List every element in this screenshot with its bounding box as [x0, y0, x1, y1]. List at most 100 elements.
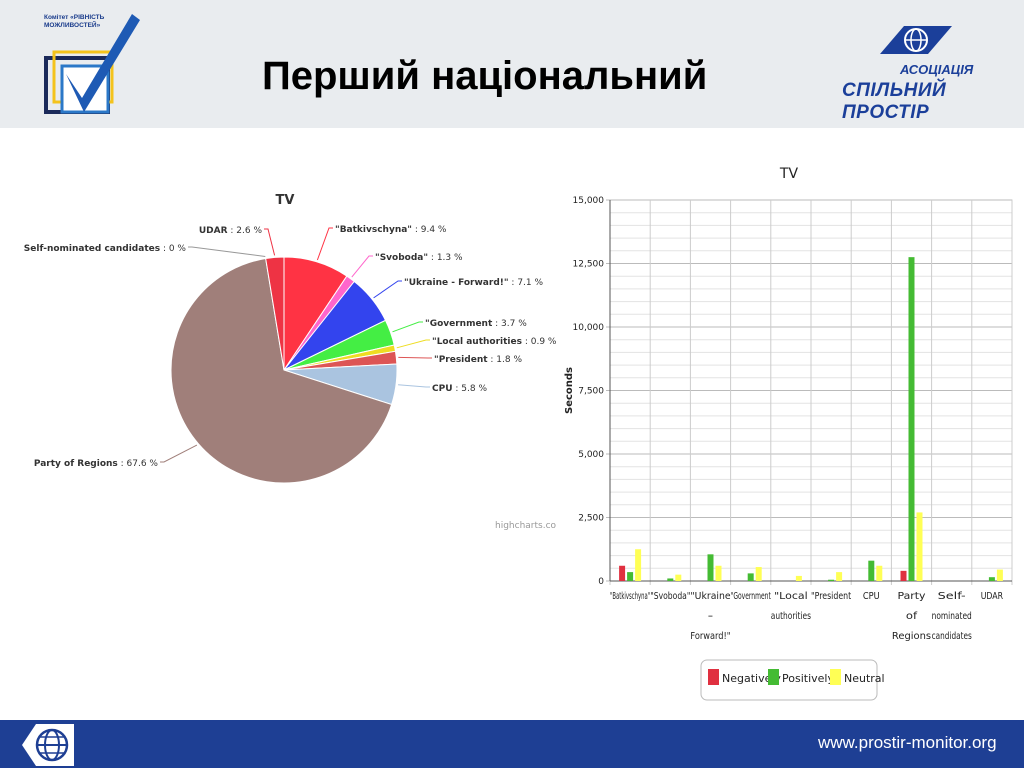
bar[interactable] [715, 565, 722, 581]
y-tick-label: 10,000 [573, 323, 605, 333]
bar[interactable] [908, 257, 915, 581]
legend-label[interactable]: Neutral [844, 672, 885, 685]
bar[interactable] [747, 573, 754, 581]
y-tick-label: 7,500 [578, 387, 604, 397]
slide-header [0, 0, 1024, 128]
pie-label-value: : 2.6 % [228, 226, 263, 236]
x-tick-label: nominated [932, 611, 972, 622]
bar[interactable] [627, 572, 634, 581]
pie-label-value: : 3.7 % [492, 319, 527, 329]
association-logo-icon [880, 26, 952, 54]
association-logo-line1: АСОЦІАЦІЯ [900, 62, 974, 77]
pie-connector [351, 255, 373, 278]
pie-label-name: "Ukraine - Forward!" [404, 278, 509, 288]
pie-connector [316, 227, 333, 261]
bar[interactable] [619, 565, 626, 581]
x-tick-label: "Batkivschyna" [610, 591, 650, 602]
pie-label-value: : 67.6 % [118, 459, 159, 469]
pie-label: "Ukraine - Forward!" : 7.1 % [404, 278, 543, 288]
bar[interactable] [868, 560, 875, 581]
pie-label-name: "Batkivschyna" [335, 225, 412, 235]
chart-credit[interactable]: highcharts.co [495, 521, 557, 531]
pie-label-name: "Government [425, 319, 493, 329]
pie-label-value: : 0 % [160, 244, 186, 254]
bar-chart: TV 0 2,500 5,000 7,500 10,000 12,500 15,000 Seco… [564, 166, 1013, 701]
bar-title: TV [779, 166, 799, 182]
bar[interactable] [996, 569, 1003, 581]
bar[interactable] [828, 579, 835, 581]
pie-connector [264, 228, 276, 256]
globe-logo-icon [22, 724, 74, 766]
bar[interactable] [635, 549, 642, 581]
x-tick-label: UDAR [981, 591, 1003, 602]
pie-label-name: "President [434, 355, 488, 365]
pie-label-value: : 1.8 % [488, 355, 523, 365]
pie-label: Party of Regions : 67.6 % [34, 459, 159, 469]
legend-swatch[interactable] [708, 669, 719, 685]
association-logo-line2: СПІЛЬНИЙ ПРОСТІР [842, 80, 947, 123]
pie-label-name: CPU [432, 384, 453, 394]
x-tick-label: authorities [771, 611, 811, 622]
bar[interactable] [876, 565, 883, 581]
pie-label-name: Self-nominated candidates [24, 244, 160, 254]
x-tick-label: of [906, 611, 918, 622]
pie-label-value: : 7.1 % [509, 278, 544, 288]
x-tick-label: Forward!" [690, 631, 730, 642]
pie-title: TV [276, 193, 295, 208]
bar[interactable] [707, 554, 714, 581]
legend-swatch[interactable] [830, 669, 841, 685]
pie-label-name: "Local authorities [432, 337, 522, 347]
x-tick-label: "President [811, 591, 851, 602]
pie-label-name: Party of Regions [34, 459, 118, 469]
legend: Negatively Positively Neutral [700, 659, 885, 701]
pie-label: "President : 1.8 % [434, 355, 522, 365]
legend-label[interactable]: Negatively [722, 672, 781, 685]
bar[interactable] [795, 575, 802, 581]
pie-label-value: : 9.4 % [412, 225, 447, 235]
legend-swatch[interactable] [768, 669, 779, 685]
pie-label: Self-nominated candidates : 0 % [24, 244, 187, 254]
pie-label: "Local authorities : 0.9 % [432, 337, 557, 347]
y-axis-label: Seconds [564, 367, 575, 414]
footer-url[interactable]: www.prostir-monitor.org [818, 733, 997, 752]
pie-label: CPU : 5.8 % [432, 384, 487, 394]
x-tick-label: Party [898, 591, 926, 602]
y-tick-label: 0 [598, 577, 604, 587]
bar[interactable] [755, 567, 762, 581]
pie-label: UDAR : 2.6 % [199, 226, 263, 236]
bar[interactable] [916, 512, 923, 581]
x-tick-label: "Ukraine [690, 591, 730, 602]
bar[interactable] [900, 570, 907, 581]
x-tick-label: "Svoboda" [650, 591, 690, 602]
y-tick-label: 12,500 [573, 260, 605, 270]
bar[interactable] [667, 578, 674, 581]
pie-connector [396, 339, 430, 349]
y-tick-label: 15,000 [573, 196, 605, 206]
x-tick-label: "Government [731, 591, 771, 602]
x-tick-label: Regions [892, 631, 931, 642]
pie-label: "Svoboda" : 1.3 % [375, 253, 463, 263]
x-tick-label: CPU [863, 591, 880, 602]
x-tick-label: candidates [932, 631, 972, 642]
pie-label-value: : 0.9 % [522, 337, 557, 347]
bar[interactable] [675, 574, 682, 581]
legend-label[interactable]: Positively [782, 672, 834, 685]
pie-label-value: : 5.8 % [453, 384, 488, 394]
pie-slice[interactable] [265, 256, 285, 371]
pie-label-name: "Svoboda" [375, 253, 428, 263]
pie-label-value: : 1.3 % [428, 253, 463, 263]
x-tick-label: Self- [938, 591, 966, 602]
bar[interactable] [988, 577, 995, 581]
bar[interactable] [836, 572, 843, 581]
pie-connector [398, 384, 430, 388]
pie-connector [398, 356, 432, 359]
page-title: Перший національний [262, 54, 708, 98]
slide-footer [0, 720, 1024, 768]
pie-connector [392, 321, 423, 333]
x-tick-label: - [708, 611, 714, 622]
pie-label: "Government : 3.7 % [425, 319, 527, 329]
y-tick-label: 5,000 [578, 450, 604, 460]
pie-label-name: UDAR [199, 226, 228, 236]
pie-slice[interactable] [170, 257, 393, 484]
y-tick-label: 2,500 [578, 514, 604, 524]
